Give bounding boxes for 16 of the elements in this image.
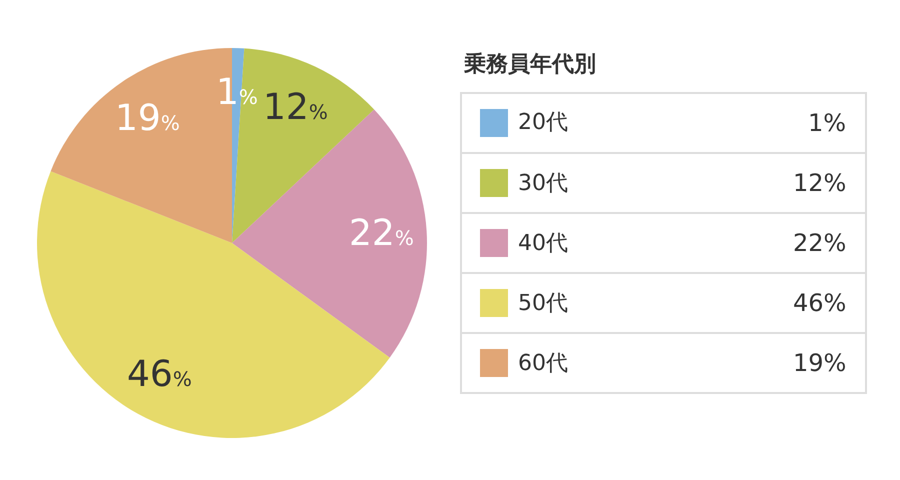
legend-label: 40代 <box>518 231 568 256</box>
text: 46% <box>793 289 846 317</box>
legend-label: 30代 <box>518 171 568 196</box>
text: 12% <box>793 169 846 197</box>
pie-slice <box>37 171 390 438</box>
legend-label: 50代 <box>518 291 568 316</box>
legend-label: 20代 <box>518 110 568 135</box>
text: 1% <box>808 109 846 137</box>
data-label: 19% <box>115 98 180 139</box>
text: 22% <box>793 229 846 257</box>
data-label: 12% <box>263 87 328 128</box>
legend-label: 60代 <box>518 351 568 376</box>
data-label: 22% <box>349 213 414 254</box>
legend-title: 乗務員年代別 <box>463 52 596 77</box>
data-label: 46% <box>127 354 192 395</box>
text: 19% <box>793 349 846 377</box>
